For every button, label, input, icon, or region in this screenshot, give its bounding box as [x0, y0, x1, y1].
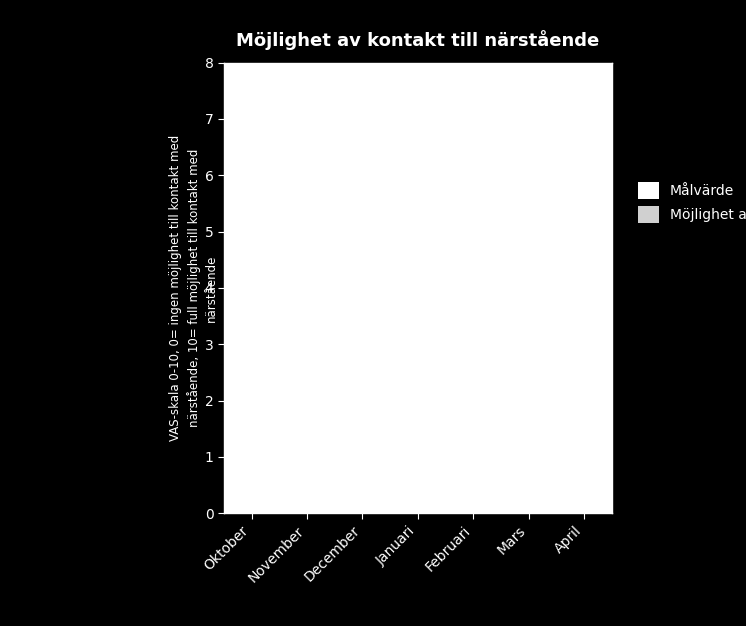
- Bar: [224, 63, 279, 513]
- Bar: [501, 63, 557, 513]
- Bar: [557, 63, 612, 513]
- Bar: [279, 63, 335, 513]
- Bar: [335, 63, 390, 513]
- Y-axis label: VAS-skala 0-10, 0= ingen möjlighet till kontakt med
närstående, 10= full möjligh: VAS-skala 0-10, 0= ingen möjlighet till …: [169, 135, 218, 441]
- Legend: Målvärde, Möjlighet av kontakt: Målvärde, Möjlighet av kontakt: [638, 182, 746, 223]
- Bar: [445, 63, 501, 513]
- Bar: [390, 63, 445, 513]
- Title: Möjlighet av kontakt till närstående: Möjlighet av kontakt till närstående: [236, 30, 599, 50]
